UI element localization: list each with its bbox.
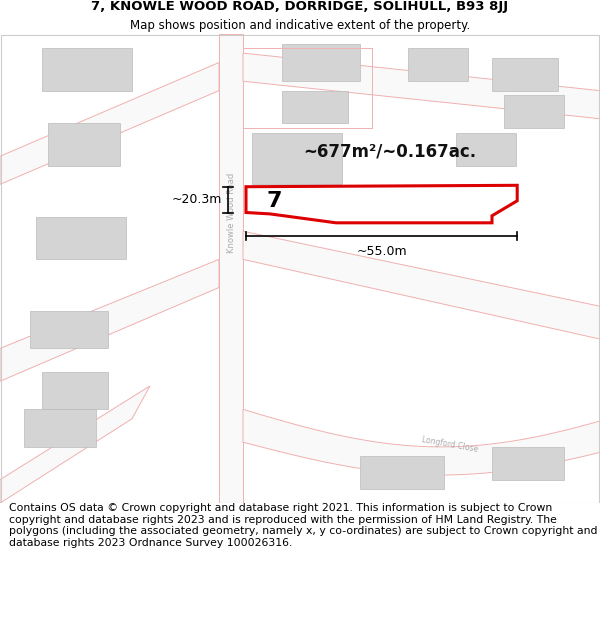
Polygon shape — [282, 91, 348, 124]
Polygon shape — [0, 62, 219, 184]
Polygon shape — [48, 124, 120, 166]
Polygon shape — [504, 95, 564, 128]
Text: 7: 7 — [267, 191, 283, 211]
Text: 7, KNOWLE WOOD ROAD, DORRIDGE, SOLIHULL, B93 8JJ: 7, KNOWLE WOOD ROAD, DORRIDGE, SOLIHULL,… — [91, 0, 509, 13]
Polygon shape — [408, 48, 468, 81]
Polygon shape — [42, 48, 132, 91]
Text: Contains OS data © Crown copyright and database right 2021. This information is : Contains OS data © Crown copyright and d… — [9, 503, 598, 548]
Text: Knowle Wood Road: Knowle Wood Road — [227, 173, 235, 253]
Polygon shape — [282, 44, 360, 81]
Polygon shape — [243, 53, 600, 119]
Polygon shape — [360, 456, 444, 489]
Bar — [219, 34, 243, 503]
Polygon shape — [243, 409, 600, 475]
Polygon shape — [246, 185, 517, 222]
Text: ~677m²/~0.167ac.: ~677m²/~0.167ac. — [304, 142, 476, 161]
Text: Map shows position and indicative extent of the property.: Map shows position and indicative extent… — [130, 19, 470, 32]
Polygon shape — [456, 132, 516, 166]
Text: Longford Close: Longford Close — [421, 435, 479, 454]
Polygon shape — [36, 217, 126, 259]
Polygon shape — [243, 231, 600, 339]
Polygon shape — [42, 372, 108, 409]
Text: ~55.0m: ~55.0m — [356, 246, 407, 258]
Polygon shape — [0, 259, 219, 381]
Polygon shape — [252, 132, 342, 184]
Polygon shape — [492, 447, 564, 480]
Text: ~20.3m: ~20.3m — [172, 193, 222, 206]
Polygon shape — [30, 311, 108, 349]
Polygon shape — [492, 58, 558, 91]
Polygon shape — [0, 386, 150, 503]
Polygon shape — [24, 409, 96, 447]
